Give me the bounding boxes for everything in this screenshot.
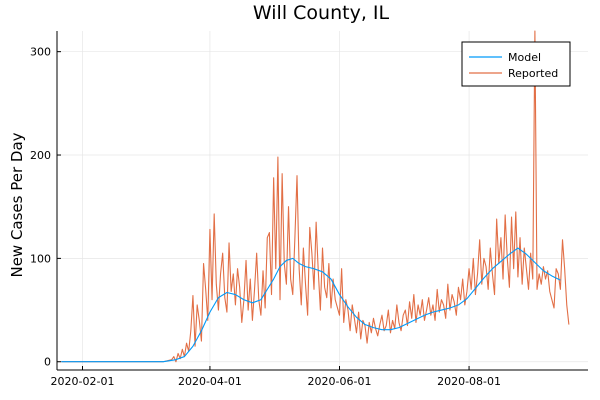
y-axis-title: New Cases Per Day (8, 132, 26, 277)
x-tick-label: 2020-02-01 (51, 375, 115, 388)
legend: Model Reported (461, 41, 571, 87)
x-tick-label: 2020-08-01 (437, 375, 501, 388)
series-line-reported (61, 30, 570, 363)
y-tick-label: 0 (44, 356, 51, 369)
y-tick-label: 300 (30, 46, 51, 59)
series-line-model (61, 247, 561, 363)
y-tick-label: 100 (30, 252, 51, 265)
chart-title: Will County, IL (253, 2, 390, 24)
y-tick-label: 200 (30, 149, 51, 162)
legend-label-model: Model (508, 51, 541, 64)
x-tick-label: 2020-04-01 (178, 375, 242, 388)
series-group (61, 30, 570, 363)
x-tick-label: 2020-06-01 (308, 375, 372, 388)
tick-labels: 0 100 200 300 2020-02-01 2020-04-01 2020-06-01… (30, 46, 501, 388)
legend-box (461, 41, 571, 87)
legend-label-reported: Reported (508, 67, 558, 80)
axes (56, 31, 588, 371)
